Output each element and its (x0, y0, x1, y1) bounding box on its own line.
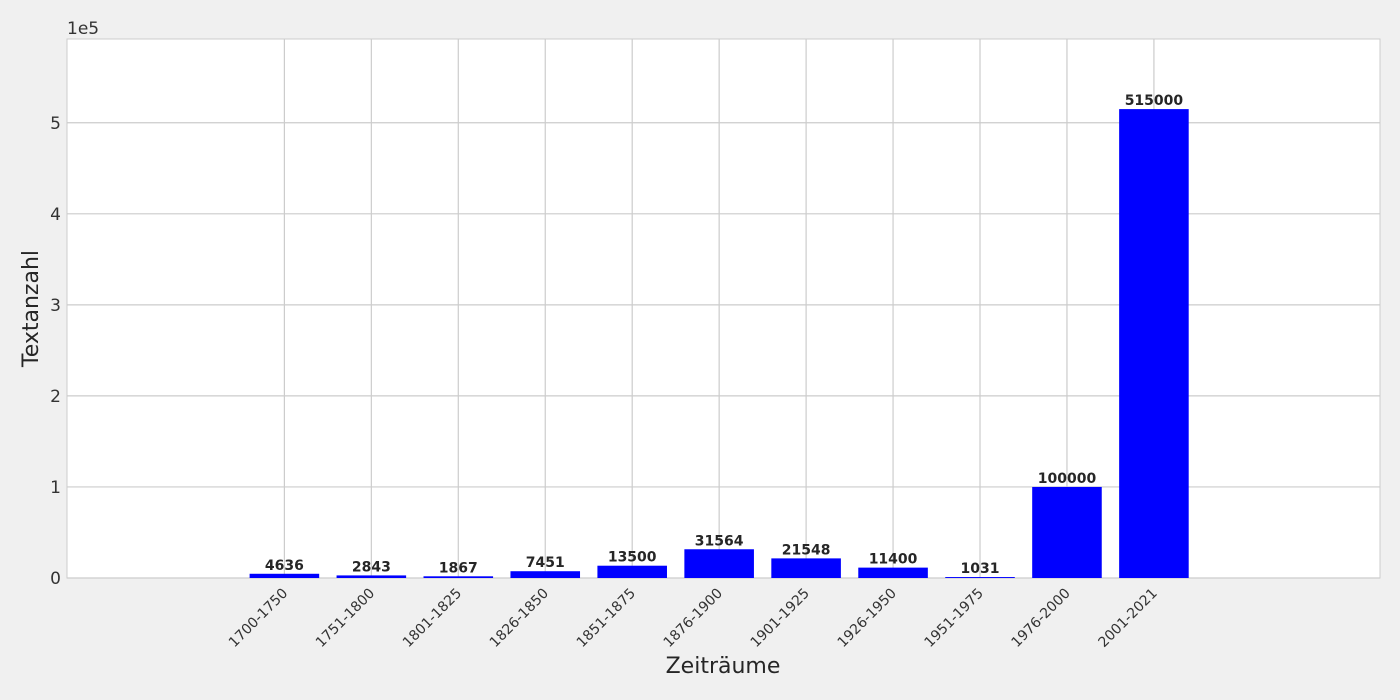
bar-1700-1750 (249, 573, 320, 578)
x-tick-label: 1826-1850 (487, 586, 552, 651)
bar-value-label: 31564 (695, 533, 744, 549)
x-tick-label: 1951-1975 (922, 586, 987, 651)
x-axis-title: Zeiträume (666, 654, 781, 679)
x-tick-label: 1751-1800 (313, 586, 378, 651)
y-axis-ticks: 0 1 2 3 4 5 (50, 114, 61, 589)
x-tick-label: 1851-1875 (574, 586, 639, 651)
x-tick-label: 1700-1750 (226, 586, 291, 651)
bar-1801-1825 (423, 576, 494, 578)
y-tick-label: 0 (50, 569, 61, 589)
y-tick-label: 4 (50, 205, 61, 225)
data-labels: 4636 2843 1867 7451 13500 31564 21548 11400 1031… (265, 93, 1184, 577)
bar-value-label: 7451 (526, 555, 565, 571)
bar-value-label: 100000 (1038, 471, 1097, 487)
bar-2001-2021 (1119, 109, 1189, 579)
y-tick-label: 1 (50, 478, 61, 498)
x-tick-label: 1926-1950 (835, 586, 900, 651)
x-tick-label: 1901-1925 (748, 586, 813, 651)
bar-1851-1875 (597, 565, 667, 578)
y-axis-offset-label: 1e5 (67, 19, 99, 39)
bar-value-label: 11400 (869, 552, 918, 568)
bar-value-label: 4636 (265, 558, 304, 574)
bar-1876-1900 (684, 549, 754, 578)
y-tick-label: 2 (50, 387, 61, 407)
x-tick-label: 1801-1825 (400, 586, 465, 651)
x-tick-label: 2001-2021 (1095, 586, 1160, 651)
x-axis-ticks: 1700-1750 1751-1800 1801-1825 1826-1850 1851… (226, 586, 1161, 651)
bars (249, 109, 1189, 579)
x-tick-label: 1976-2000 (1009, 586, 1074, 651)
bar-1926-1950 (858, 567, 928, 578)
bar-value-label: 1031 (961, 561, 1000, 577)
bar-1976-2000 (1032, 486, 1102, 578)
y-axis-title: Textanzahl (19, 250, 44, 368)
y-tick-label: 3 (50, 296, 61, 316)
x-tick-label: 1876-1900 (661, 586, 726, 651)
bar-1951-1975 (945, 577, 1015, 578)
bar-value-label: 21548 (782, 542, 831, 558)
y-tick-label: 5 (50, 114, 61, 134)
bar-1826-1850 (510, 571, 581, 578)
bar-1751-1800 (336, 575, 407, 578)
bar-value-label: 13500 (608, 550, 657, 566)
bar-value-label: 1867 (439, 560, 478, 576)
bar-value-label: 2843 (352, 559, 391, 575)
bar-1901-1925 (771, 558, 841, 578)
bar-value-label: 515000 (1125, 93, 1184, 109)
